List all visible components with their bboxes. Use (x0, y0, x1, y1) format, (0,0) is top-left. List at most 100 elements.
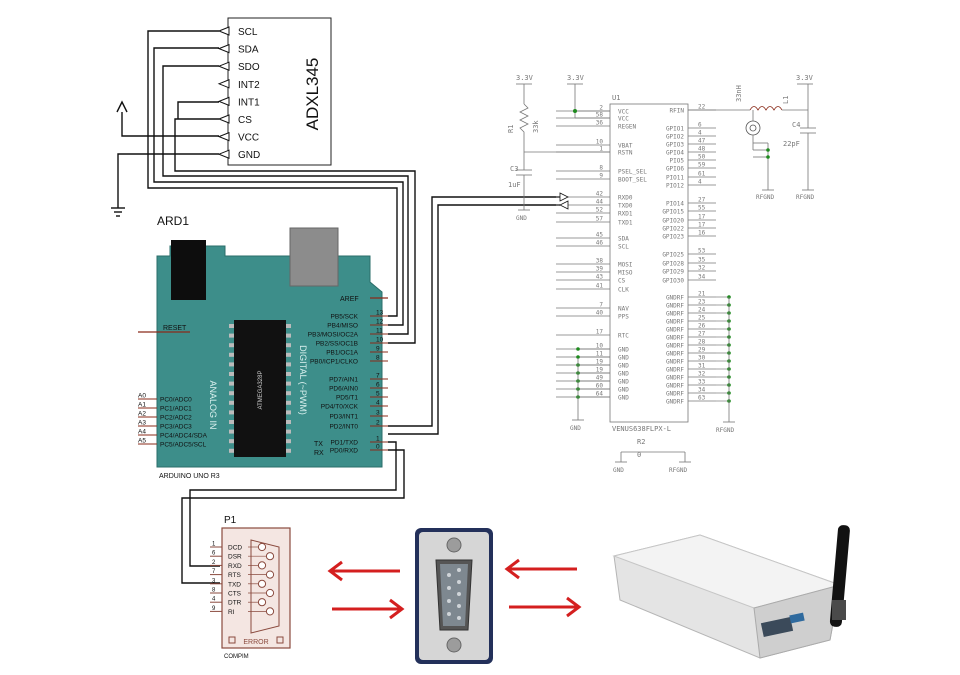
analog-pin-label: PC0/ADC0 (160, 397, 192, 404)
gps-right-pin-num: 26 (698, 323, 706, 330)
gps-right-pin-name: GPIO3 (666, 142, 684, 149)
gps-left-pin-name: CS (618, 278, 626, 285)
ic-leg (229, 429, 234, 434)
c4-value: 22pF (783, 140, 800, 148)
r2-gnd: GND (613, 467, 624, 474)
analog-pin-number: A2 (138, 411, 146, 418)
rfgnd-antenna: RFGND (756, 194, 774, 201)
gps-left-pin-num: 58 (596, 112, 604, 119)
p1-ref-label: P1 (224, 515, 237, 526)
digital-pin-number: 0 (376, 444, 380, 451)
gps-right-pin-num: 30 (698, 355, 706, 362)
gps-right-pin-num: 6 (698, 122, 702, 129)
gnd-bottom-left: GND (570, 425, 581, 432)
gps-right-pin-name: PIO14 (666, 201, 684, 208)
digital-pin-label: PD0/RXD (330, 448, 358, 455)
gps-right-pin-name: GNDRF (666, 383, 684, 390)
ic-leg (286, 343, 291, 348)
gps-right-pin-name: PIO11 (666, 175, 684, 182)
gps-left-pin-num: 10 (596, 343, 604, 350)
analog-pin-label: PC2/ADC2 (160, 415, 192, 422)
digital-pin-list: 13PB5/SCK12PB4/MISO11PB3/MOSI/OC2A10PB2/… (308, 310, 388, 455)
digital-pwm-label: DIGITAL (~PWM) (298, 345, 308, 415)
digital-pin-number: 6 (376, 382, 380, 389)
p1-pin-socket (257, 579, 267, 588)
gps-right-pin-num: 21 (698, 291, 706, 298)
rfgnd-right: RFGND (716, 427, 734, 434)
p1-pin-number: 4 (212, 597, 216, 603)
p1-pin-number: 8 (212, 588, 216, 594)
digital-pin-number: 13 (376, 310, 384, 317)
adxl-pin-label: INT2 (238, 80, 260, 91)
gps-left-pin-name: MISO (618, 270, 633, 277)
p1-pin-socket (257, 561, 267, 570)
wires (111, 30, 560, 584)
digital-pin-number: 1 (376, 436, 380, 443)
gps-left-pin-num: 40 (596, 310, 604, 317)
gps-right-pin-name: GNDRF (666, 359, 684, 366)
digital-pin-label: PB5/SCK (331, 314, 359, 321)
arduino-ref-label: ARD1 (157, 214, 189, 228)
gps-right-pin-num: 25 (698, 315, 706, 322)
digital-pin-label: PB4/MISO (327, 323, 358, 330)
adxl345-pin-list: SCL SDA SDO INT2 INT1 CS VCC GND (217, 26, 260, 161)
analog-pin-label: PC3/ADC3 (160, 424, 192, 431)
gps-left-pin-num: 52 (596, 207, 604, 214)
v33-left-b: 3.3V (567, 74, 585, 82)
gps-left-pin-num: 7 (599, 302, 603, 309)
adxl-pin-label: INT1 (238, 97, 260, 108)
adxl-pin-arrow (217, 79, 230, 89)
gps-left-pin-name: GND (618, 371, 629, 378)
gps-right-pin-name: GPIO25 (662, 252, 684, 259)
gps-right-pin-name: GPIO2 (666, 134, 684, 141)
gps-right-pin-num: 31 (698, 363, 706, 370)
ic-leg (229, 362, 234, 367)
adxl-pin-arrow (217, 61, 230, 71)
atmel-label: ATMEGA328P (258, 371, 264, 410)
gps-left-pin-name: MOSI (618, 262, 633, 269)
gps-right-pin-name: PIO12 (666, 183, 684, 190)
gps-right-pin-num: 47 (698, 138, 706, 145)
adxl-pin-label: CS (238, 115, 252, 126)
gps-left-pin-name: GND (618, 363, 629, 370)
l1-label: L1 (782, 96, 790, 104)
atmega-chip (234, 320, 286, 457)
gps-right-pin-num: 34 (698, 387, 706, 394)
ic-leg (229, 420, 234, 424)
ic-leg (286, 420, 291, 424)
analog-pin-number: A3 (138, 420, 146, 427)
r1-label: R1 (507, 125, 515, 133)
digital-pin-number: 12 (376, 319, 384, 326)
tx-label: TX (314, 441, 323, 448)
adxl-pin-arrow (217, 43, 230, 54)
gps-right-pin-name: GPIO6 (666, 166, 684, 173)
reset-label: RESET (163, 325, 187, 332)
gps-left-pin-name: SDA (618, 236, 629, 243)
gps-right-pin-name: PIO5 (670, 158, 685, 165)
p1-pin-socket (265, 607, 275, 616)
gps-ref-label: U1 (612, 94, 620, 102)
p1-pin-name: TXD (228, 581, 241, 588)
gps-right-pin-name: GNDRF (666, 367, 684, 374)
gps-right-pin-name: RFIN (670, 108, 685, 115)
p1-pin-name: RI (228, 609, 235, 616)
digital-pin-label: PD6/AIN0 (329, 386, 358, 393)
gps-right-pin-num: 33 (698, 379, 706, 386)
gps-right-pin-name: GNDRF (666, 335, 684, 342)
gps-right-pin-name: GPIO15 (662, 209, 684, 216)
p1-pin-number: 9 (212, 606, 216, 612)
ic-leg (286, 400, 291, 405)
gps-left-pin-num: 64 (596, 391, 604, 398)
usb-connector (289, 227, 339, 287)
gps-right-pin-name: GPIO30 (662, 278, 684, 285)
ic-leg (286, 362, 291, 367)
gps-right-pin-num: 32 (698, 265, 706, 272)
ic-leg (229, 400, 234, 405)
gps-left-pin-name: TXD0 (618, 203, 633, 210)
adxl-pin-arrow (217, 114, 230, 124)
p1-pin-name: RTS (228, 572, 242, 579)
gps-right-pin-name: GNDRF (666, 295, 684, 302)
gps-left-pin-num: 42 (596, 191, 604, 198)
ic-leg (286, 439, 291, 444)
